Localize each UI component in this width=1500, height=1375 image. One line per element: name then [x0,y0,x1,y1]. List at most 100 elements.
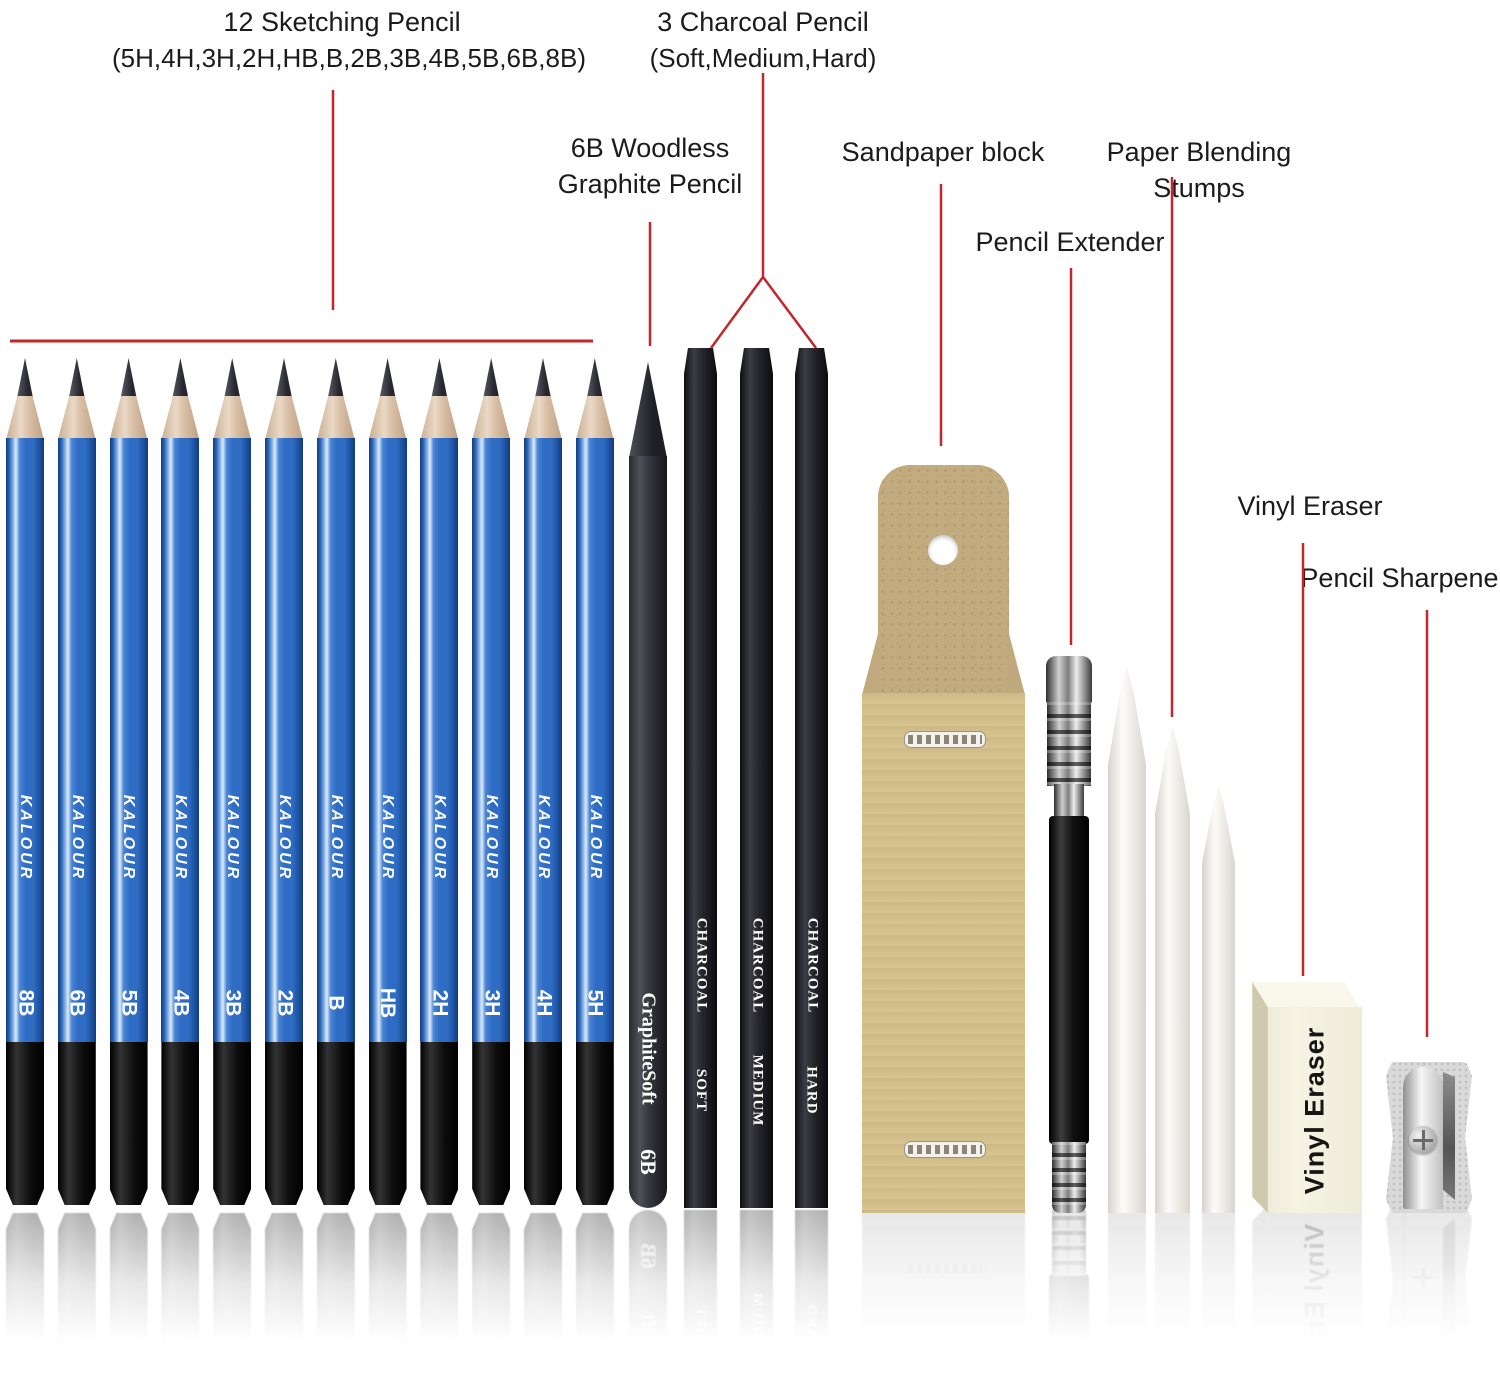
label-woodless-line1: 6B Woodless [570,133,730,163]
pencil-body: KALOUR 8B [6,438,44,1042]
pencil-end-cap [524,1213,562,1375]
woodless-body: GraphiteSoft 6B [629,456,667,1208]
sketching-pencil-6b: KALOUR 6B [58,1213,96,1375]
pencil-wood-cone [109,396,148,440]
charcoal-pencil-medium: CHARCOAL MEDIUM [740,1210,773,1375]
table-reflection: KALOUR 8B KALOUR 6B KALOUR 5B KALOUR 4B [0,1209,1500,1375]
blending-stump-medium [1155,726,1190,1213]
sketching-pencil-3b: KALOUR 3B [213,358,252,1205]
charcoal-grade: MEDIUM [749,1054,766,1127]
extender-grip [1049,816,1089,1144]
pencil-end-cap [265,1213,303,1375]
pencil-sharpener [1386,1209,1472,1356]
label-woodless-pencil: 6B Woodless Graphite Pencil [550,130,750,202]
sketching-pencil-5h: KALOUR 5H [576,1213,614,1375]
sketching-pencil-4b: KALOUR 4B [161,358,200,1205]
pencil-body: KALOUR 2H [420,438,459,1042]
blending-stump-small [1202,786,1235,1213]
pencil-grade-label: 6B [65,989,89,1017]
pencil-wood-cone [420,396,459,440]
pencil-tip [535,358,551,398]
pencil-end-cap [317,1213,355,1375]
pencil-brand: KALOUR [535,794,552,882]
pencil-grade-label: 4B [169,989,193,1017]
pencil-tip [483,358,500,398]
sketching-pencil-4b: KALOUR 4B [161,1213,199,1375]
label-blending-stumps: Paper Blending Stumps [1106,137,1292,203]
eraser-front-face: Vinyl Eraser [1268,1007,1362,1213]
sketching-pencil-3h: KALOUR 3H [472,358,511,1205]
pencil-end-cap [213,1213,251,1375]
pencil-end-cap [472,1213,510,1375]
pencil-grade-label: 8B [13,989,37,1017]
pencil-end-cap [472,1042,511,1205]
woodless-graphite-pencil: GraphiteSoft 6B [629,362,667,1208]
sketching-pencil-5h: KALOUR 5H [575,358,614,1205]
blending-stump-small [1202,1209,1235,1375]
extender-end [1052,1209,1086,1276]
pencil-end-cap [575,1042,614,1205]
pencil-grade-label: 5H [583,989,607,1017]
charcoal-grade: HARD [804,1066,821,1115]
sketching-pencil-5b: KALOUR 5B [109,358,148,1205]
label-woodless-line2: Graphite Pencil [557,169,743,199]
pencil-body: KALOUR 3H [472,438,511,1042]
eraser-top-face [1252,982,1360,1008]
pencil-brand: KALOUR [17,794,34,882]
pencil-body: KALOUR 4H [524,438,562,1042]
charcoal-grade: SOFT [693,1305,709,1350]
pencil-end-cap [420,1213,458,1375]
charcoal-grade: MEDIUM [749,1291,766,1364]
pencil-body: KALOUR 3B [213,438,252,1042]
pencil-grade-label: 3H [480,989,504,1017]
pencil-body: KALOUR 5H [575,438,614,1042]
charcoal-pencil-medium: CHARCOAL MEDIUM [740,348,773,1208]
woodless-body: GraphiteSoft 6B [629,1210,667,1375]
sketching-pencil-6b: KALOUR 6B [57,358,96,1205]
charcoal-grade: HARD [804,1303,821,1352]
label-charcoal-pencils: 3 Charcoal Pencil (Soft,Medium,Hard) [613,4,913,76]
sketching-pencil-2b: KALOUR 2B [265,358,303,1205]
sketching-pencil-2h: KALOUR 2H [420,1213,458,1375]
eraser-text: Vinyl Eraser [1299,1026,1330,1194]
woodless-label: GraphiteSoft [637,992,660,1105]
eraser-side-face [1252,982,1268,1213]
sketching-pencil-hb: KALOUR HB [368,358,407,1205]
sketching-pencil-2b: KALOUR 2B [265,1213,303,1375]
label-sketching-pencils: 12 Sketching Pencil (5H,4H,3H,2H,HB,B,2B… [112,4,586,76]
charcoal-label: CHARCOAL [693,917,710,1014]
sketching-pencil-3h: KALOUR 3H [472,1213,510,1375]
woodless-tip [629,362,667,458]
pencil-grade-label: 2B [272,989,296,1017]
label-sketching-grades: (5H,4H,3H,2H,HB,B,2B,3B,4B,5B,6B,8B) [112,43,586,73]
pencil-wood-cone [57,396,96,440]
pencil-body: KALOUR 4B [161,438,200,1042]
pencil-brand: KALOUR [120,794,138,882]
charcoal-pencil-hard: CHARCOAL HARD [795,348,828,1208]
sharpener-blade-slot [1443,1218,1455,1346]
pencil-brand: KALOUR [224,794,242,882]
reflection-mirror: KALOUR 8B KALOUR 6B KALOUR 5B KALOUR 4B [0,1209,1500,1375]
pencil-brand: KALOUR [483,794,501,882]
charcoal-pencil-hard: CHARCOAL HARD [795,1210,828,1375]
sandpaper-block [862,1209,1025,1375]
vinyl-eraser: Vinyl Eraser [1250,982,1362,1213]
sandpaper-hole [928,535,958,565]
pencil-wood-cone [6,396,44,440]
pencil-body: KALOUR 6B [57,438,96,1042]
sketching-pencil-3b: KALOUR 3B [213,1213,251,1375]
sandpaper-block [862,465,1025,1213]
pencil-body: KALOUR HB [368,438,407,1042]
pencil-tip [379,358,396,398]
pencil-grade-label: B [324,995,348,1011]
pencil-brand: KALOUR [431,794,449,882]
pencil-grade-label: 2H [428,989,452,1017]
pencil-end-cap [213,1042,252,1205]
pencil-end-cap [109,1042,148,1205]
pencil-brand: KALOUR [68,794,86,882]
pencil-tip [586,358,603,398]
pencil-tip [224,358,241,398]
pencil-wood-cone [472,396,511,440]
vinyl-eraser: Vinyl Eraser [1250,1209,1362,1375]
